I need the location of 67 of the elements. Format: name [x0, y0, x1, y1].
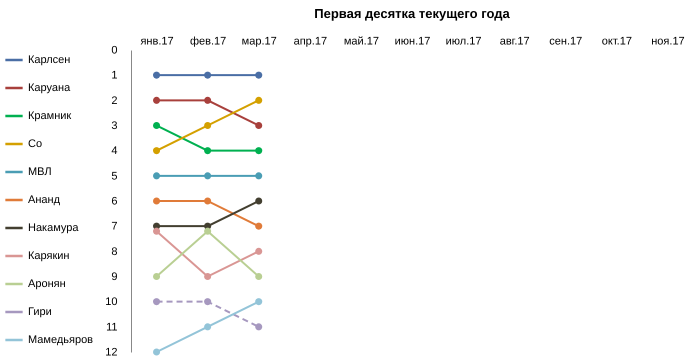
point	[204, 323, 212, 330]
x-tick-label: мар.17	[242, 36, 277, 48]
point	[204, 172, 212, 180]
x-tick-label: май.17	[344, 36, 379, 48]
legend-label: Накамура	[28, 222, 80, 234]
point	[255, 122, 262, 130]
point	[204, 228, 212, 235]
y-tick-label: 1	[111, 70, 118, 82]
point	[255, 298, 262, 306]
point	[255, 248, 262, 255]
point	[153, 298, 160, 306]
x-tick-label: фев.17	[190, 36, 226, 48]
point	[153, 228, 160, 235]
legend-label: Мамедьяров	[28, 334, 94, 346]
point	[153, 96, 160, 104]
point	[153, 122, 160, 130]
x-tick-label: апр.17	[294, 36, 328, 48]
point	[255, 72, 262, 79]
point	[153, 147, 160, 154]
y-tick-label: 7	[111, 220, 118, 233]
point	[255, 222, 262, 230]
legend-label: Каруана	[28, 82, 72, 94]
point	[255, 172, 262, 180]
y-tick-label: 10	[105, 296, 118, 308]
y-tick-label: 6	[111, 196, 118, 208]
point	[204, 197, 212, 205]
y-tick-label: 0	[111, 44, 118, 56]
point	[153, 348, 160, 356]
y-tick-label: 9	[111, 271, 118, 283]
legend-label: Аронян	[28, 278, 66, 290]
x-tick-label: сен.17	[549, 36, 582, 48]
legend-label: Крамник	[28, 110, 72, 122]
point	[153, 72, 160, 79]
y-tick-label: 3	[111, 120, 118, 132]
chart-title: Первая десятка текущего года	[314, 6, 510, 21]
x-tick-label: янв.17	[140, 36, 174, 48]
legend-label: Гири	[28, 306, 52, 318]
point	[204, 96, 212, 104]
x-tick-label: июл.17	[446, 36, 482, 48]
legend-label: Карякин	[28, 250, 70, 262]
y-tick-label: 5	[111, 170, 118, 182]
point	[204, 72, 212, 79]
legend-label: Со	[28, 138, 42, 150]
point	[255, 323, 262, 330]
y-tick-label: 12	[105, 346, 118, 358]
x-tick-label: окт.17	[602, 36, 632, 48]
point	[153, 197, 160, 205]
point	[204, 147, 212, 154]
y-tick-label: 2	[111, 94, 118, 107]
point	[204, 298, 212, 306]
point	[255, 197, 262, 205]
legend-label: Карлсен	[28, 54, 70, 66]
point	[204, 122, 212, 130]
x-tick-label: авг.17	[500, 36, 530, 48]
point	[255, 96, 262, 104]
point	[153, 172, 160, 180]
point	[153, 272, 160, 280]
y-tick-label: 8	[111, 246, 118, 258]
y-tick-label: 4	[111, 145, 118, 158]
x-tick-label: ноя.17	[651, 36, 685, 48]
x-tick-label: июн.17	[394, 36, 430, 48]
legend-label: Ананд	[28, 194, 61, 206]
point	[255, 272, 262, 280]
y-tick-label: 11	[106, 321, 118, 334]
legend-label: МВЛ	[28, 166, 52, 178]
point	[204, 272, 212, 280]
point	[255, 147, 262, 154]
